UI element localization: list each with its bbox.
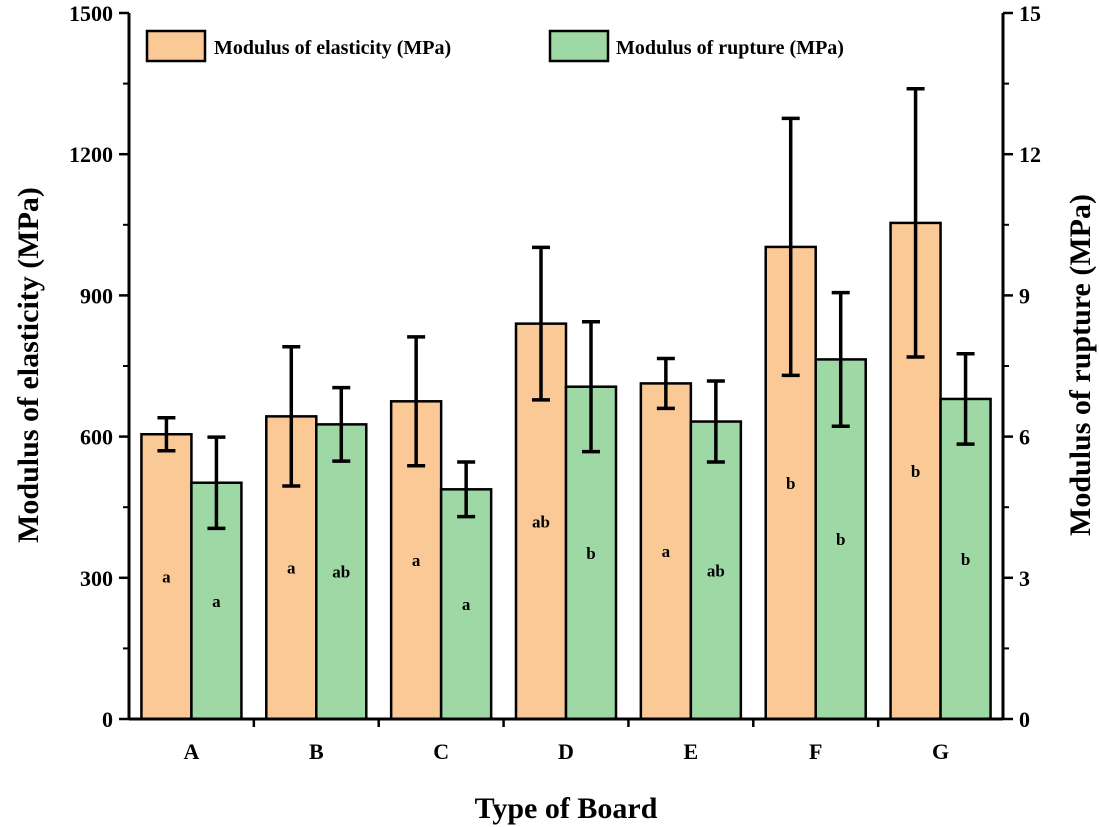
y-right-tick-label: 3 (1019, 566, 1030, 591)
significance-label-modulus-of-elasticity-d: ab (532, 512, 550, 531)
y-left-tick-label: 0 (102, 707, 113, 732)
significance-label-modulus-of-rupture-g: b (961, 550, 970, 569)
y-axis-title-right: Modulus of rupture (MPa) (1064, 194, 1097, 536)
y-right-tick-label: 12 (1019, 142, 1041, 167)
legend-label-modulus-of-rupture: Modulus of rupture (MPa) (616, 37, 844, 59)
x-axis-title: Type of Board (475, 792, 658, 825)
y-right-tick-label: 15 (1019, 1, 1041, 26)
significance-label-modulus-of-elasticity-c: a (412, 551, 421, 570)
x-tick-label-e: E (684, 739, 699, 764)
y-right-tick-label: 9 (1019, 283, 1030, 308)
y-axis-title-left: Modulus of elasticity (MPa) (12, 187, 45, 543)
bar-modulus-of-elasticity-e (639, 382, 693, 721)
bar-modulus-of-rupture-c (439, 488, 493, 721)
y-left-tick-label: 1500 (69, 1, 113, 26)
x-tick-label-d: D (558, 739, 574, 764)
x-tick-label-c: C (433, 739, 449, 764)
significance-label-modulus-of-rupture-a: a (212, 592, 221, 611)
significance-label-modulus-of-rupture-f: b (836, 530, 845, 549)
significance-label-modulus-of-rupture-e: ab (707, 561, 725, 580)
legend-swatch-modulus-of-rupture (548, 29, 610, 63)
x-tick-label-g: G (932, 739, 949, 764)
significance-label-modulus-of-rupture-b: ab (332, 563, 350, 582)
bar-modulus-of-elasticity-a (140, 432, 193, 721)
legend-label-modulus-of-elasticity: Modulus of elasticity (MPa) (214, 37, 451, 59)
plot-area: a a Aa ab Ba a Cab b Da ab Eb b Fb b G 0 300 600 900 1200 15… (69, 1, 1041, 764)
significance-label-modulus-of-elasticity-a: a (162, 568, 171, 587)
y-right-tick-label: 6 (1019, 425, 1030, 450)
y-left-tick-label: 900 (80, 283, 113, 308)
y-left-tick-label: 1200 (69, 142, 113, 167)
x-tick-label-f: F (809, 739, 822, 764)
significance-label-modulus-of-elasticity-b: a (287, 559, 296, 578)
significance-label-modulus-of-elasticity-g: b (911, 462, 920, 481)
y-left-tick-label: 600 (80, 425, 113, 450)
y-right-tick-label: 0 (1019, 707, 1030, 732)
significance-label-modulus-of-rupture-d: b (586, 544, 595, 563)
significance-label-modulus-of-elasticity-e: a (662, 542, 671, 561)
significance-label-modulus-of-elasticity-f: b (786, 474, 795, 493)
legend: Modulus of elasticity (MPa) Modulus of r… (145, 29, 844, 63)
y-left-tick-label: 300 (80, 566, 113, 591)
x-tick-label-b: B (309, 739, 324, 764)
bar-modulus-of-rupture-e (689, 420, 743, 721)
legend-swatch-modulus-of-elasticity (145, 29, 207, 63)
significance-label-modulus-of-rupture-c: a (462, 595, 471, 614)
x-tick-label-a: A (183, 739, 199, 764)
